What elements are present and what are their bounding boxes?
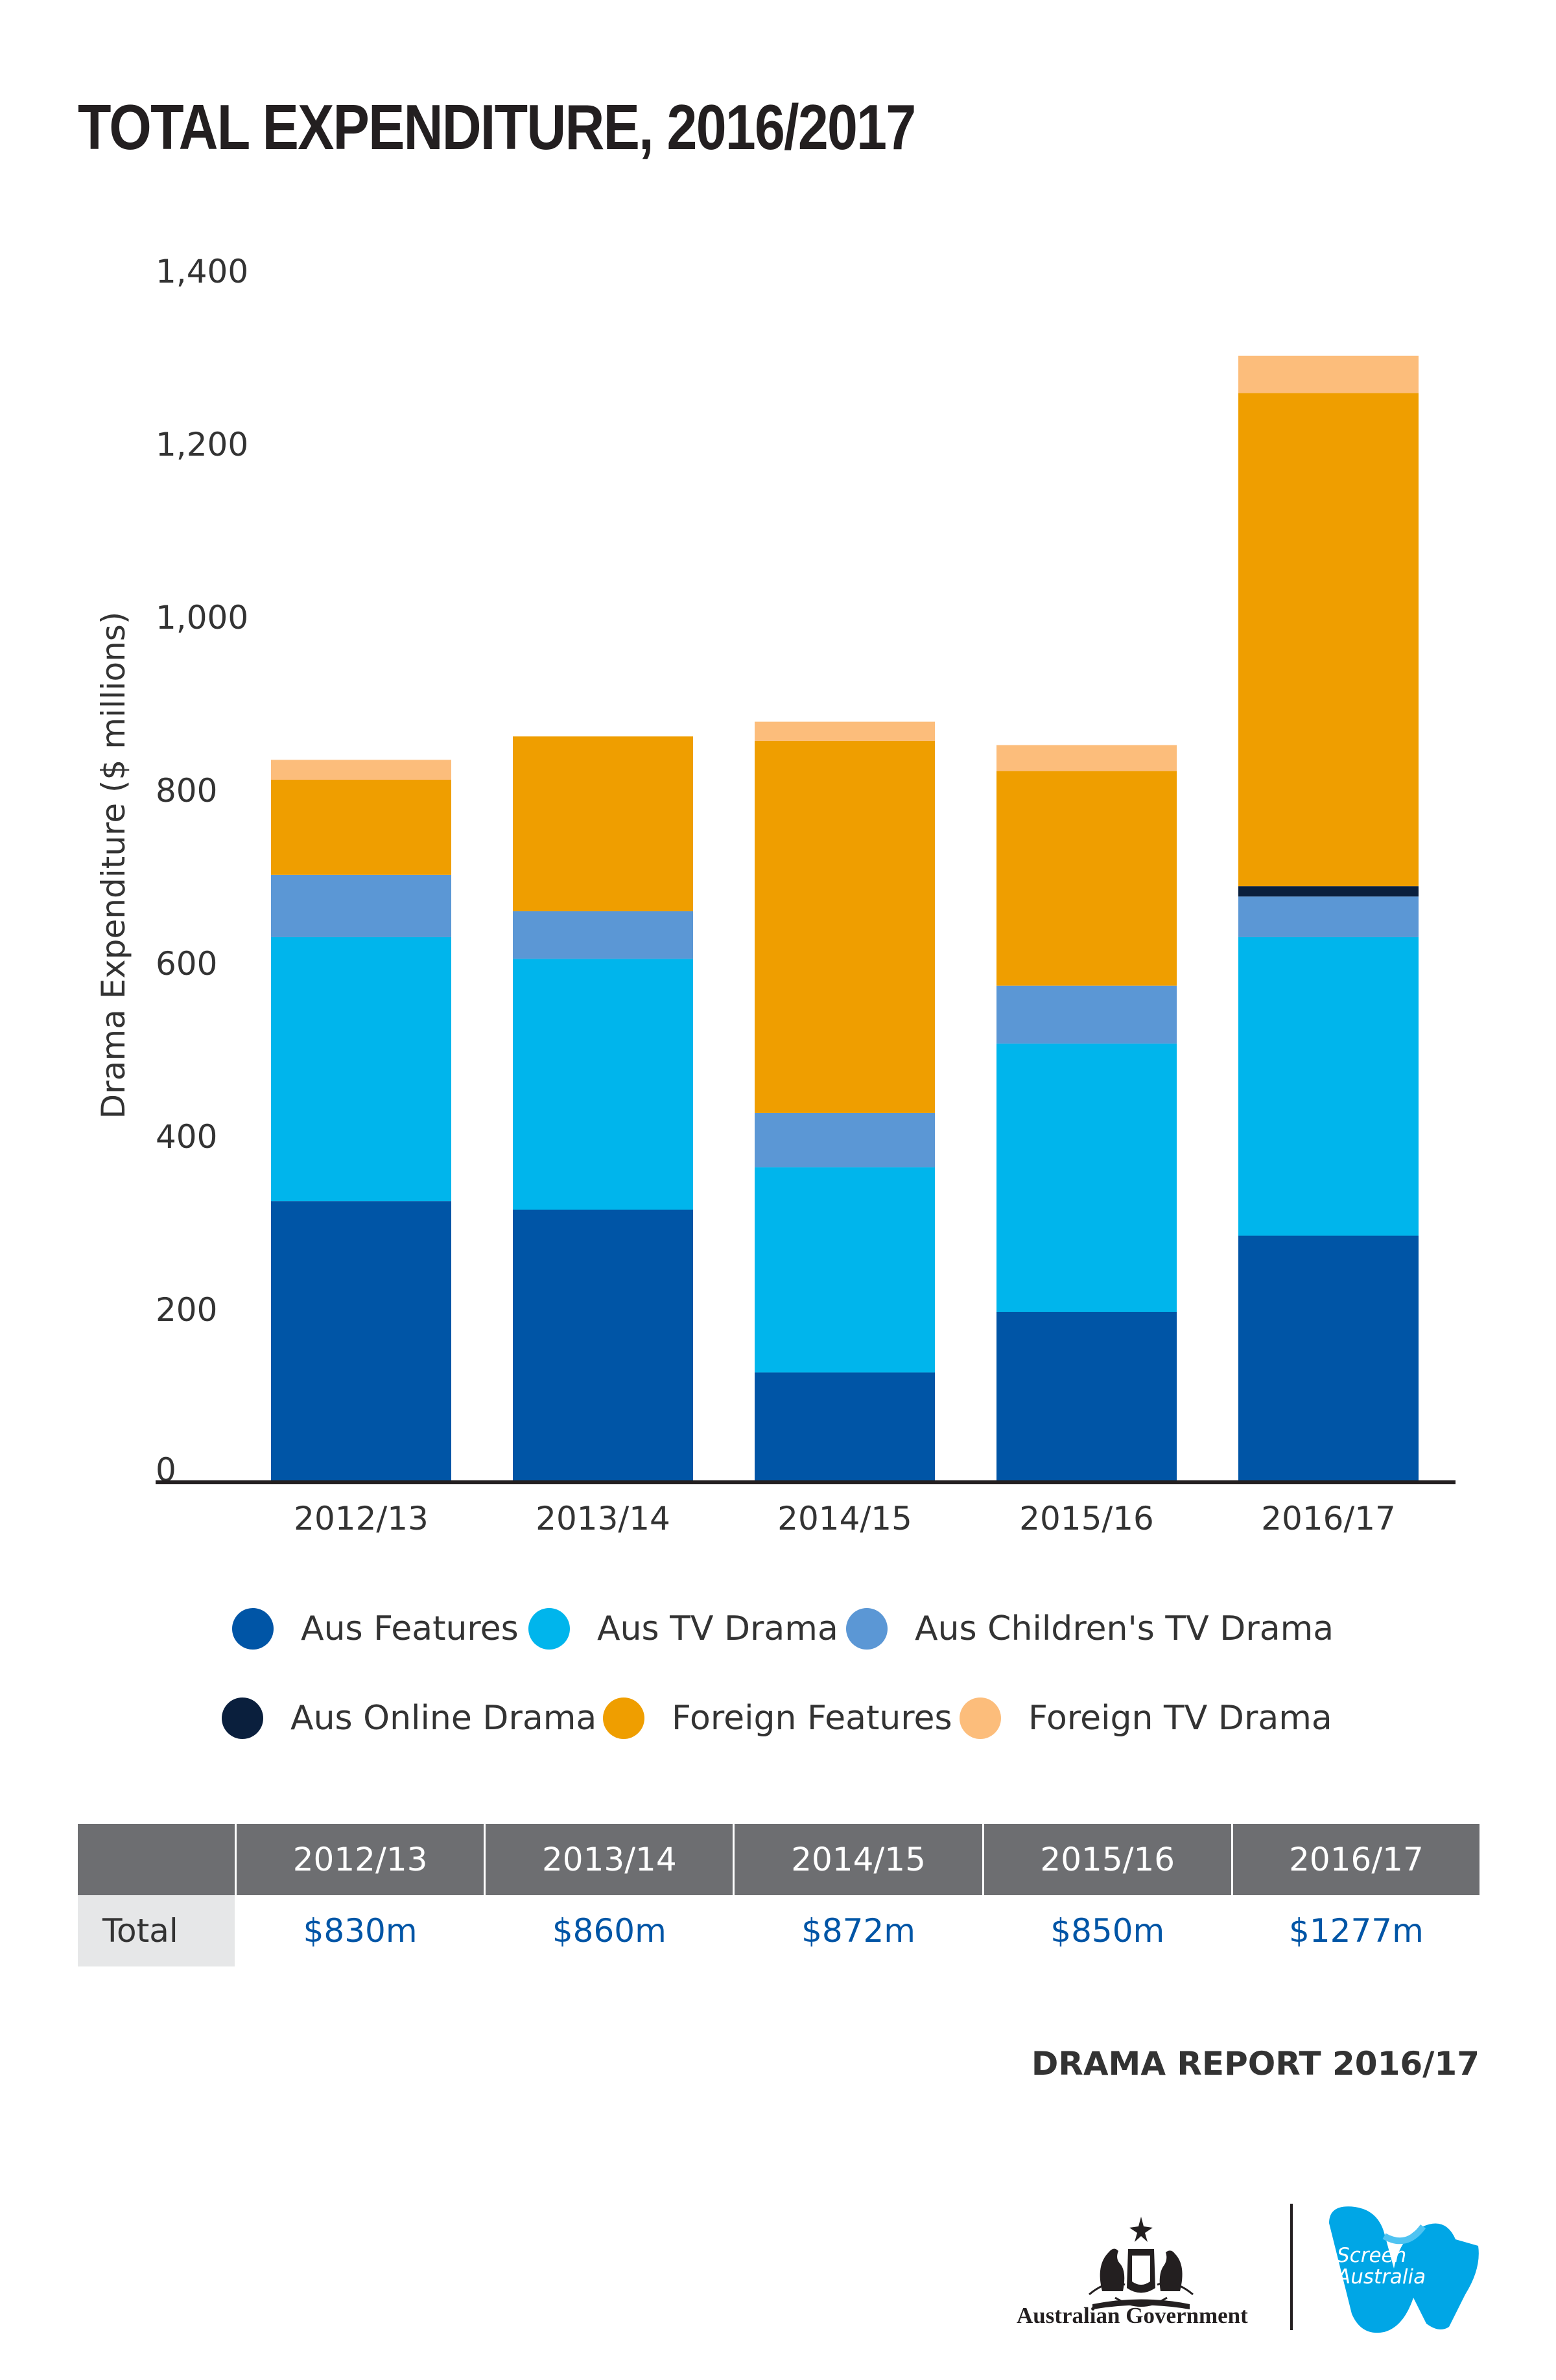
y-tick-label: 800	[156, 772, 217, 810]
legend-label: Foreign Features	[672, 1699, 952, 1738]
bar-segment	[996, 1312, 1177, 1482]
bar-segment	[1238, 886, 1419, 897]
table-header-row: 2012/13 2013/14 2014/15 2015/16 2016/17	[78, 1824, 1479, 1895]
legend-item: Aus TV Drama	[528, 1608, 838, 1650]
y-tick-label: 200	[156, 1291, 217, 1329]
screen-australia-name: Screen Australia	[1337, 2244, 1426, 2289]
bar-segment	[1238, 355, 1419, 393]
bar-segment	[1238, 1235, 1419, 1482]
y-tick-label: 1,000	[156, 599, 248, 636]
bar-segment	[755, 1372, 935, 1482]
total-2013-14: $860m	[484, 1895, 734, 1966]
x-axis-ticks: 2012/13 2013/14 2014/15 2015/16 2016/17	[294, 1500, 1396, 1537]
legend-item: Foreign Features	[603, 1698, 952, 1739]
bar-segment	[513, 959, 693, 1210]
bar-segment	[271, 779, 451, 875]
legend-item: Aus Children's TV Drama	[846, 1608, 1334, 1650]
totals-table: 2012/13 2013/14 2014/15 2015/16 2016/17 …	[78, 1824, 1479, 1966]
legend-item: Aus Online Drama	[222, 1698, 596, 1739]
table-header-2015-16: 2015/16	[982, 1824, 1232, 1895]
y-tick-label: 1,400	[156, 253, 248, 290]
page-title: TOTAL EXPENDITURE, 2016/2017	[78, 91, 916, 163]
bar-segment	[271, 760, 451, 780]
legend-swatch	[603, 1698, 644, 1739]
table-row: Total $830m $860m $872m $850m $1277m	[78, 1895, 1479, 1966]
chart-bars	[271, 355, 1419, 1482]
x-tick-label: 2015/16	[1019, 1500, 1154, 1537]
legend-item: Foreign TV Drama	[960, 1698, 1332, 1739]
x-tick-label: 2013/14	[536, 1500, 670, 1537]
logo-divider	[1290, 2204, 1293, 2330]
x-tick-label: 2014/15	[777, 1500, 912, 1537]
bar-segment	[996, 985, 1177, 1044]
bar-segment	[513, 736, 693, 911]
x-tick-label: 2016/17	[1261, 1500, 1396, 1537]
coat-of-arms-icon	[1089, 2217, 1194, 2309]
legend-item: Aus Features	[232, 1608, 519, 1650]
bar-segment	[271, 937, 451, 1202]
gov-name: Australian Government	[1017, 2303, 1248, 2328]
table-header-2013-14: 2013/14	[484, 1824, 734, 1895]
table-header-2016-17: 2016/17	[1231, 1824, 1479, 1895]
legend-swatch	[232, 1608, 274, 1650]
bar-segment	[755, 1167, 935, 1373]
y-tick-label: 600	[156, 945, 217, 983]
legend-swatch	[222, 1698, 263, 1739]
bar-segment	[755, 740, 935, 1113]
bar-segment	[996, 1044, 1177, 1312]
bar-segment	[755, 1112, 935, 1168]
bar-segment	[996, 745, 1177, 771]
legend-label: Aus TV Drama	[597, 1609, 838, 1648]
x-tick-label: 2012/13	[294, 1500, 429, 1537]
y-axis-label: Drama Expenditure ($ millions)	[95, 612, 132, 1119]
screen-australia-logo-icon	[1329, 2206, 1479, 2333]
bar-segment	[271, 1201, 451, 1482]
total-2014-15: $872m	[733, 1895, 984, 1966]
table-header-2014-15: 2014/15	[733, 1824, 984, 1895]
table-corner-cell	[78, 1824, 236, 1895]
legend-swatch	[846, 1608, 888, 1650]
bar-segment	[1238, 393, 1419, 887]
y-tick-label: 400	[156, 1118, 217, 1156]
bar-segment	[1238, 896, 1419, 937]
legend-swatch	[528, 1608, 570, 1650]
report-title: DRAMA REPORT 2016/17	[1031, 2045, 1479, 2082]
total-2012-13: $830m	[234, 1895, 485, 1966]
bar-segment	[996, 771, 1177, 986]
legend-label: Aus Features	[301, 1609, 519, 1648]
legend-label: Aus Online Drama	[290, 1699, 597, 1738]
legend-label: Foreign TV Drama	[1028, 1699, 1332, 1738]
table-header-2012-13: 2012/13	[234, 1824, 485, 1895]
legend-label: Aus Children's TV Drama	[915, 1609, 1334, 1648]
bar-segment	[755, 721, 935, 741]
table-row-label: Total	[78, 1895, 236, 1966]
total-2015-16: $850m	[982, 1895, 1232, 1966]
bar-segment	[1238, 937, 1419, 1236]
bar-segment	[513, 1209, 693, 1482]
bar-segment	[513, 911, 693, 959]
legend-swatch	[960, 1698, 1001, 1739]
bar-segment	[271, 874, 451, 937]
y-tick-label: 1,200	[156, 426, 248, 463]
total-2016-17: $1277m	[1231, 1895, 1479, 1966]
